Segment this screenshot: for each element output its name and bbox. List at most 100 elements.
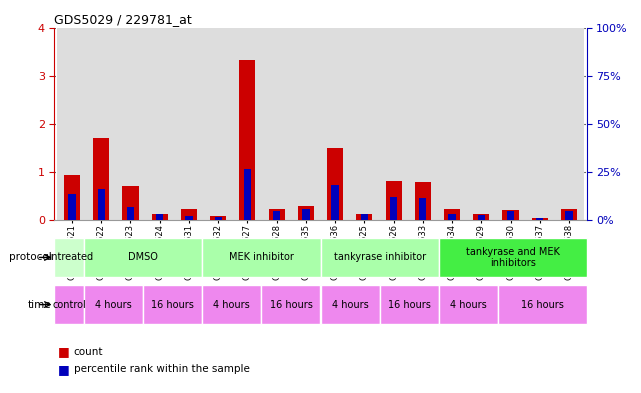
- Bar: [64, 175, 80, 220]
- Bar: [116, 28, 145, 220]
- Bar: [536, 218, 544, 220]
- Bar: [156, 214, 163, 220]
- Text: time: time: [28, 299, 51, 310]
- Bar: [449, 214, 456, 220]
- Bar: [385, 181, 402, 220]
- Text: ■: ■: [58, 363, 69, 376]
- Text: 16 hours: 16 hours: [151, 299, 194, 310]
- Bar: [69, 194, 76, 220]
- Bar: [507, 211, 514, 220]
- Bar: [473, 214, 489, 220]
- Bar: [58, 28, 87, 220]
- Bar: [361, 214, 368, 220]
- Bar: [449, 214, 456, 220]
- Bar: [54, 285, 84, 324]
- Bar: [507, 211, 514, 220]
- Text: tankyrase and MEK
inhibitors: tankyrase and MEK inhibitors: [465, 247, 560, 268]
- Bar: [438, 285, 498, 324]
- Bar: [204, 28, 233, 220]
- Text: 4 hours: 4 hours: [450, 299, 487, 310]
- Bar: [122, 186, 138, 220]
- Bar: [350, 28, 379, 220]
- Bar: [437, 28, 467, 220]
- Bar: [54, 238, 84, 277]
- Bar: [498, 285, 587, 324]
- Bar: [215, 217, 222, 220]
- Text: 16 hours: 16 hours: [388, 299, 431, 310]
- Bar: [127, 207, 134, 220]
- Bar: [327, 148, 343, 220]
- Bar: [181, 209, 197, 220]
- Bar: [93, 138, 110, 220]
- Bar: [408, 28, 437, 220]
- Bar: [302, 209, 310, 220]
- Text: 16 hours: 16 hours: [520, 299, 563, 310]
- Bar: [84, 285, 143, 324]
- Bar: [473, 214, 489, 220]
- Bar: [478, 215, 485, 220]
- Bar: [156, 214, 163, 220]
- Bar: [478, 215, 485, 220]
- Bar: [127, 207, 134, 220]
- Bar: [361, 214, 368, 220]
- Text: tankyrase inhibitor: tankyrase inhibitor: [333, 252, 426, 263]
- Bar: [415, 182, 431, 220]
- Bar: [415, 182, 431, 220]
- Bar: [438, 238, 587, 277]
- Bar: [244, 169, 251, 220]
- Bar: [203, 285, 262, 324]
- Text: protocol: protocol: [8, 252, 51, 263]
- Bar: [536, 218, 544, 220]
- Bar: [390, 197, 397, 220]
- Bar: [444, 209, 460, 220]
- Bar: [239, 60, 256, 220]
- Bar: [565, 211, 572, 220]
- Bar: [503, 211, 519, 220]
- Bar: [152, 214, 168, 220]
- Text: 16 hours: 16 hours: [269, 299, 312, 310]
- Bar: [87, 28, 116, 220]
- Text: control: control: [53, 299, 86, 310]
- Bar: [385, 181, 402, 220]
- Bar: [269, 209, 285, 220]
- Bar: [565, 211, 572, 220]
- Bar: [215, 217, 222, 220]
- Bar: [298, 206, 314, 220]
- Bar: [185, 216, 192, 220]
- Bar: [444, 209, 460, 220]
- Bar: [174, 28, 204, 220]
- Bar: [298, 206, 314, 220]
- Bar: [233, 28, 262, 220]
- Bar: [320, 285, 379, 324]
- Text: count: count: [74, 347, 103, 357]
- Bar: [379, 28, 408, 220]
- Bar: [561, 209, 577, 220]
- Bar: [273, 211, 280, 220]
- Bar: [269, 209, 285, 220]
- Bar: [239, 60, 256, 220]
- Bar: [122, 186, 138, 220]
- Bar: [331, 185, 339, 220]
- Bar: [496, 28, 525, 220]
- Bar: [503, 211, 519, 220]
- Bar: [320, 238, 438, 277]
- Text: GDS5029 / 229781_at: GDS5029 / 229781_at: [54, 13, 192, 26]
- Bar: [379, 285, 438, 324]
- Bar: [561, 209, 577, 220]
- Bar: [210, 216, 226, 220]
- Bar: [210, 216, 226, 220]
- Text: ■: ■: [58, 345, 69, 358]
- Bar: [69, 194, 76, 220]
- Bar: [152, 214, 168, 220]
- Bar: [390, 197, 397, 220]
- Bar: [531, 218, 548, 220]
- Bar: [64, 175, 80, 220]
- Text: DMSO: DMSO: [128, 252, 158, 263]
- Text: 4 hours: 4 hours: [213, 299, 250, 310]
- Bar: [331, 185, 339, 220]
- Bar: [467, 28, 496, 220]
- Bar: [97, 189, 105, 220]
- Bar: [320, 28, 350, 220]
- Bar: [181, 209, 197, 220]
- Text: untreated: untreated: [46, 252, 94, 263]
